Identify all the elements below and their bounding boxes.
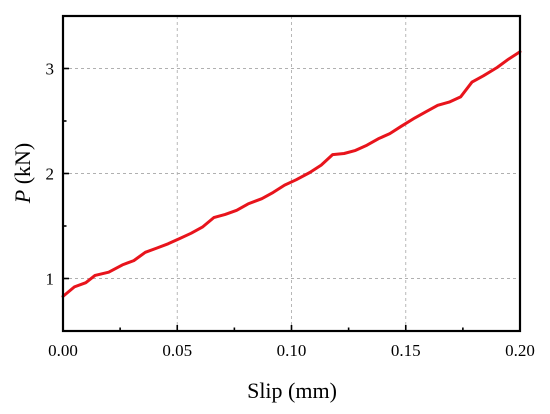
grid <box>63 16 520 331</box>
x-tick-label: 0.05 <box>162 341 192 360</box>
series <box>61 50 522 298</box>
y-tick-labels: 1 2 3 <box>46 60 55 289</box>
x-tick-label: 0.10 <box>277 341 307 360</box>
y-tick-label: 1 <box>46 270 55 289</box>
x-tick-label: 0.15 <box>391 341 421 360</box>
x-tick-label: 0.20 <box>505 341 535 360</box>
y-tick-label: 3 <box>46 60 55 79</box>
y-axis-label-symbol: P <box>10 190 35 204</box>
x-axis-label: Slip (mm) <box>247 378 337 403</box>
x-tick-label: 0.00 <box>48 341 78 360</box>
axis-ticks <box>62 15 521 332</box>
y-axis-label-unit: (kN) <box>10 143 35 190</box>
series-line-0 <box>61 50 522 298</box>
y-tick-label: 2 <box>46 165 55 184</box>
x-tick-labels: 0.00 0.05 0.10 0.15 0.20 <box>48 341 535 360</box>
y-axis-label: P (kN) <box>10 143 35 205</box>
